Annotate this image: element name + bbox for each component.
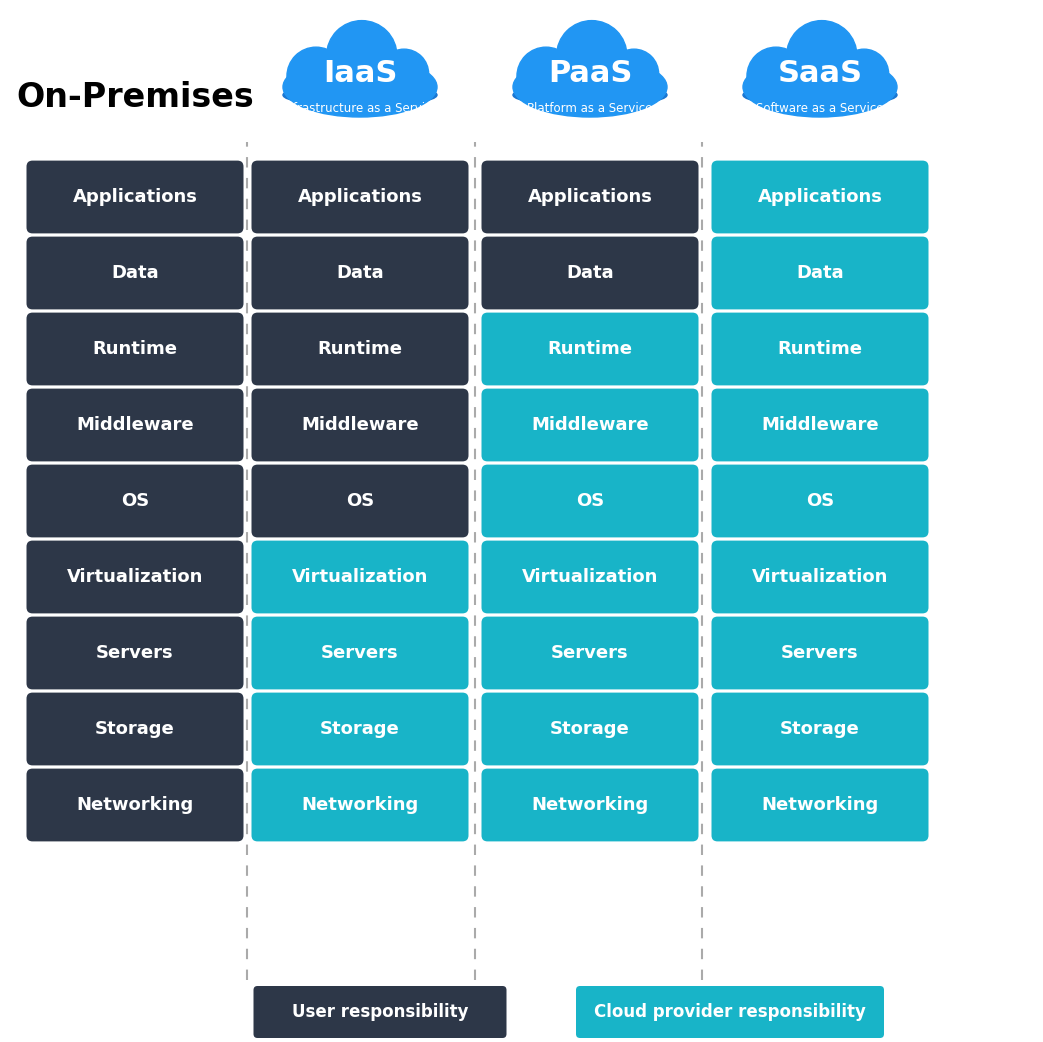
Text: Virtualization: Virtualization xyxy=(522,568,658,586)
FancyBboxPatch shape xyxy=(482,313,699,386)
Text: OS: OS xyxy=(806,492,834,510)
Circle shape xyxy=(786,21,857,91)
FancyBboxPatch shape xyxy=(482,617,699,690)
Text: Applications: Applications xyxy=(757,188,882,206)
FancyBboxPatch shape xyxy=(482,769,699,841)
Circle shape xyxy=(747,47,805,105)
Text: Applications: Applications xyxy=(528,188,653,206)
FancyBboxPatch shape xyxy=(26,769,243,841)
FancyBboxPatch shape xyxy=(711,389,928,462)
FancyBboxPatch shape xyxy=(482,693,699,766)
FancyBboxPatch shape xyxy=(251,769,468,841)
Text: Data: Data xyxy=(796,264,844,282)
Text: Data: Data xyxy=(336,264,384,282)
Text: Storage: Storage xyxy=(780,720,859,738)
FancyBboxPatch shape xyxy=(482,389,699,462)
Text: Middleware: Middleware xyxy=(301,416,419,435)
Text: OS: OS xyxy=(346,492,374,510)
Text: Servers: Servers xyxy=(781,644,858,662)
Text: Virtualization: Virtualization xyxy=(67,568,203,586)
Text: Data: Data xyxy=(566,264,614,282)
Ellipse shape xyxy=(743,57,897,117)
FancyBboxPatch shape xyxy=(251,541,468,614)
FancyBboxPatch shape xyxy=(711,313,928,386)
Text: Runtime: Runtime xyxy=(317,340,403,358)
FancyBboxPatch shape xyxy=(251,693,468,766)
Ellipse shape xyxy=(743,83,897,106)
Text: Virtualization: Virtualization xyxy=(292,568,429,586)
Text: Storage: Storage xyxy=(95,720,175,738)
FancyBboxPatch shape xyxy=(251,617,468,690)
FancyBboxPatch shape xyxy=(26,237,243,309)
Circle shape xyxy=(287,47,345,105)
FancyBboxPatch shape xyxy=(711,237,928,309)
Circle shape xyxy=(840,49,889,98)
Text: IaaS: IaaS xyxy=(323,59,397,89)
Text: Networking: Networking xyxy=(531,796,649,814)
Text: Infrastructure as a Service: Infrastructure as a Service xyxy=(282,101,438,115)
FancyBboxPatch shape xyxy=(26,541,243,614)
Text: Networking: Networking xyxy=(76,796,194,814)
Ellipse shape xyxy=(283,57,437,117)
Text: Applications: Applications xyxy=(73,188,197,206)
Ellipse shape xyxy=(513,57,668,117)
Text: Middleware: Middleware xyxy=(76,416,194,435)
FancyBboxPatch shape xyxy=(711,465,928,538)
Text: Networking: Networking xyxy=(761,796,878,814)
FancyBboxPatch shape xyxy=(711,617,928,690)
FancyBboxPatch shape xyxy=(482,541,699,614)
FancyBboxPatch shape xyxy=(26,313,243,386)
Text: Servers: Servers xyxy=(321,644,398,662)
Text: On-Premises: On-Premises xyxy=(16,80,253,114)
FancyBboxPatch shape xyxy=(26,389,243,462)
FancyBboxPatch shape xyxy=(711,160,928,233)
FancyBboxPatch shape xyxy=(251,237,468,309)
Circle shape xyxy=(326,21,397,91)
Text: Runtime: Runtime xyxy=(777,340,863,358)
FancyBboxPatch shape xyxy=(482,465,699,538)
Text: Platform as a Service: Platform as a Service xyxy=(528,101,653,115)
Text: Cloud provider responsibility: Cloud provider responsibility xyxy=(595,1003,866,1021)
Text: Middleware: Middleware xyxy=(531,416,649,435)
Text: Virtualization: Virtualization xyxy=(752,568,889,586)
Circle shape xyxy=(609,49,658,98)
Text: Storage: Storage xyxy=(550,720,630,738)
FancyBboxPatch shape xyxy=(253,986,507,1038)
Ellipse shape xyxy=(513,83,668,106)
FancyBboxPatch shape xyxy=(251,160,468,233)
FancyBboxPatch shape xyxy=(26,693,243,766)
Circle shape xyxy=(557,21,627,91)
FancyBboxPatch shape xyxy=(26,465,243,538)
FancyBboxPatch shape xyxy=(711,541,928,614)
Text: Servers: Servers xyxy=(96,644,174,662)
FancyBboxPatch shape xyxy=(26,617,243,690)
FancyBboxPatch shape xyxy=(251,465,468,538)
Circle shape xyxy=(517,47,575,105)
Text: Runtime: Runtime xyxy=(93,340,177,358)
Circle shape xyxy=(380,49,429,98)
Text: Data: Data xyxy=(112,264,159,282)
Text: Networking: Networking xyxy=(301,796,418,814)
Text: Runtime: Runtime xyxy=(548,340,632,358)
Text: Software as a Service: Software as a Service xyxy=(756,101,883,115)
Text: SaaS: SaaS xyxy=(777,59,863,89)
Text: PaaS: PaaS xyxy=(548,59,632,89)
Text: OS: OS xyxy=(121,492,149,510)
FancyBboxPatch shape xyxy=(576,986,884,1038)
FancyBboxPatch shape xyxy=(711,769,928,841)
FancyBboxPatch shape xyxy=(251,389,468,462)
FancyBboxPatch shape xyxy=(482,237,699,309)
FancyBboxPatch shape xyxy=(482,160,699,233)
Text: Applications: Applications xyxy=(297,188,422,206)
FancyBboxPatch shape xyxy=(251,313,468,386)
Text: OS: OS xyxy=(576,492,604,510)
FancyBboxPatch shape xyxy=(711,693,928,766)
Text: Storage: Storage xyxy=(320,720,399,738)
Text: Servers: Servers xyxy=(551,644,629,662)
Ellipse shape xyxy=(283,83,437,106)
Text: Middleware: Middleware xyxy=(761,416,879,435)
Text: User responsibility: User responsibility xyxy=(292,1003,468,1021)
FancyBboxPatch shape xyxy=(26,160,243,233)
